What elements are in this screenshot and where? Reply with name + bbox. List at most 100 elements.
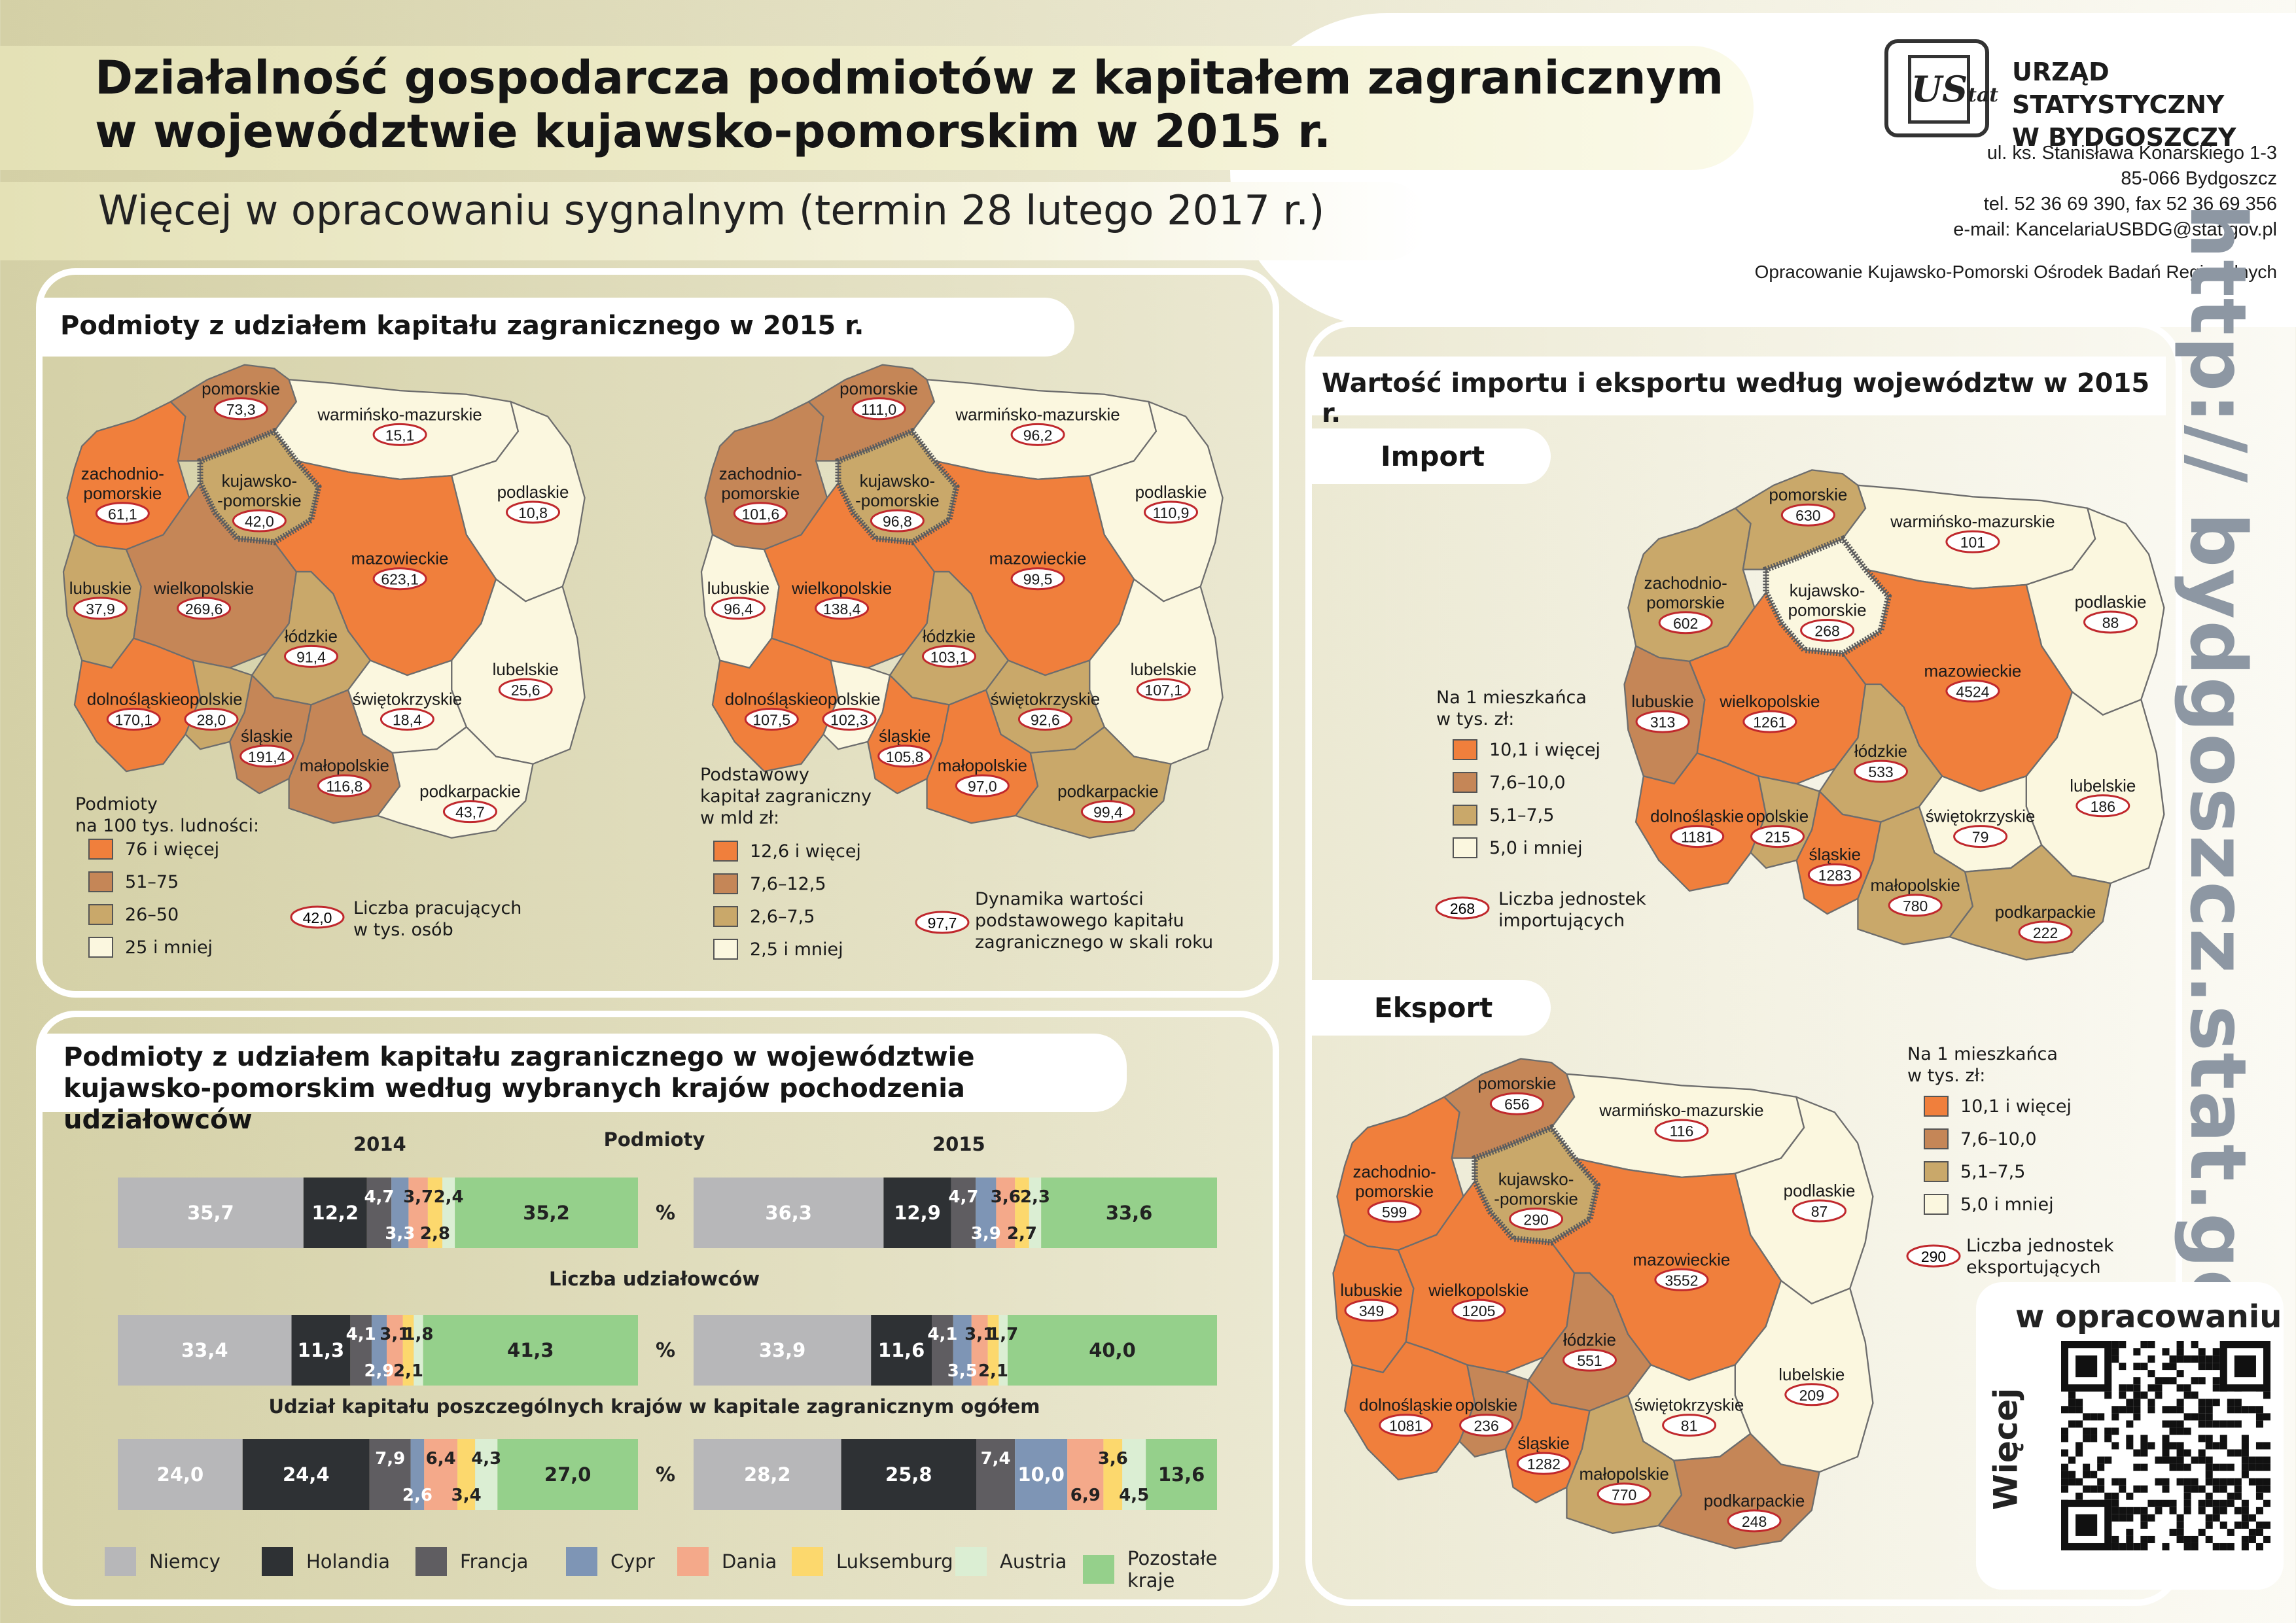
- bar-segment-pozostałe-kraje: [497, 1439, 638, 1510]
- qr-module: [2198, 1507, 2206, 1514]
- region-value: 269,6: [185, 601, 223, 618]
- bar-value-label: 4,7: [364, 1187, 394, 1207]
- region-name: podlaskie: [2075, 592, 2147, 612]
- region-value: 209: [1799, 1387, 1824, 1404]
- map1-label-lu: lubelskie 25,6: [493, 659, 559, 701]
- qr-module: [2212, 1420, 2220, 1428]
- qr-module: [2090, 1485, 2098, 1493]
- qr-module: [2104, 1456, 2112, 1464]
- region-value: 103,1: [930, 648, 968, 665]
- qr-code-icon[interactable]: [2061, 1341, 2270, 1550]
- qr-module: [2205, 1478, 2213, 1486]
- bar-value-label: 36,3: [765, 1202, 812, 1224]
- bar-value-label: 3,5: [947, 1361, 978, 1381]
- map2-label-sk: świętokrzyskie 92,6: [991, 689, 1100, 731]
- qr-module: [2198, 1456, 2206, 1464]
- qr-module: [2205, 1499, 2213, 1507]
- qr-module: [2255, 1463, 2263, 1471]
- map2-label-pm: pomorskie 111,0: [839, 379, 918, 421]
- qr-module: [2162, 1478, 2170, 1486]
- qr-module: [2263, 1535, 2270, 1543]
- region-value: 268: [1814, 622, 1839, 639]
- region-value: 92,6: [1031, 711, 1060, 728]
- region-value: 248: [1742, 1513, 1767, 1530]
- address-email[interactable]: e-mail: KancelariaUSBDG@stat.gov.pl: [1953, 219, 2277, 240]
- qr-module: [2140, 1514, 2148, 1522]
- qr-module: [2219, 1463, 2227, 1471]
- qr-module: [2162, 1377, 2170, 1385]
- qr-module: [2083, 1413, 2091, 1421]
- qr-module: [2241, 1449, 2249, 1457]
- qr-module: [2068, 1478, 2076, 1486]
- bar-value-label: 4,5: [1119, 1486, 1149, 1505]
- panel-countries-title-1: Podmioty z udziałem kapitału zagraniczne…: [63, 1042, 975, 1072]
- qr-module: [2090, 1413, 2098, 1421]
- bar-value-label: 33,4: [181, 1339, 228, 1361]
- qr-module: [2126, 1507, 2134, 1514]
- qr-module: [2133, 1413, 2141, 1421]
- qr-module: [2255, 1420, 2263, 1428]
- qr-module: [2147, 1499, 2155, 1507]
- value-ring: [1750, 825, 1805, 848]
- qr-module: [2255, 1528, 2263, 1536]
- bar-segment-dania: [971, 1315, 988, 1386]
- bar-segment-luksemburg: [402, 1315, 414, 1386]
- value-ring: [1784, 1383, 1839, 1406]
- page-title: Działalność gospodarcza podmiotów z kapi…: [95, 51, 1731, 158]
- qr-module: [2133, 1543, 2141, 1550]
- region-value: 42,0: [245, 513, 274, 530]
- bar-legend-swatch: [105, 1547, 136, 1576]
- region-value: 110,9: [1153, 504, 1190, 521]
- region-value: 599: [1382, 1204, 1407, 1221]
- qr-module: [2183, 1478, 2191, 1486]
- legend-ring-value: 290: [1921, 1248, 1946, 1265]
- qr-module: [2227, 1528, 2234, 1536]
- bar-value-label: 3,3: [385, 1224, 415, 1244]
- value-ring: [1010, 567, 1065, 591]
- website-url[interactable]: http:// bydgoszcz.stat.gov.pl: [2159, 203, 2277, 1484]
- region-name: świętokrzyskie: [1926, 807, 2036, 826]
- value-ring: [744, 707, 799, 731]
- legend-swatch: [1924, 1096, 1949, 1117]
- qr-module: [2255, 1478, 2263, 1486]
- bar-value-label: 28,2: [744, 1463, 791, 1486]
- qr-module: [2155, 1391, 2163, 1399]
- qr-module: [2162, 1456, 2170, 1464]
- map1-legend-item: 51–75: [88, 871, 179, 892]
- qr-module: [2162, 1406, 2170, 1414]
- export-label-pk: podkarpackie 248: [1704, 1491, 1805, 1533]
- region-value: 99,5: [1023, 571, 1053, 588]
- qr-module: [2119, 1478, 2127, 1486]
- qr-module: [2212, 1377, 2220, 1385]
- value-ring: [1662, 1414, 1717, 1437]
- qr-module: [2083, 1435, 2091, 1442]
- legend-label: 5,0 i mniej: [1489, 837, 1583, 858]
- qr-module: [2191, 1391, 2199, 1399]
- qr-module: [2219, 1442, 2227, 1450]
- region-name-2: -pomorskie: [1494, 1189, 1578, 1208]
- bar-value-label: 4,7: [948, 1187, 978, 1207]
- qr-module: [2255, 1406, 2263, 1414]
- qr-module: [2176, 1384, 2184, 1392]
- qr-module: [2133, 1384, 2141, 1392]
- region-name: podkarpackie: [1704, 1491, 1805, 1510]
- qr-side-caption-text: Więcej: [1987, 1387, 2025, 1510]
- bar-value-label: 33,6: [1106, 1202, 1153, 1224]
- map2-legend-item: 12,6 i więcej: [713, 841, 861, 862]
- qr-module: [2255, 1485, 2263, 1493]
- region-value: 15,1: [385, 427, 415, 444]
- qr-module: [2126, 1543, 2134, 1550]
- value-ring: [106, 707, 161, 731]
- bar-legend-swatch: [566, 1547, 597, 1576]
- qr-module: [2227, 1499, 2234, 1507]
- qr-module: [2205, 1456, 2213, 1464]
- export-ring-caption-2: eksportujących: [1966, 1257, 2101, 1278]
- export-label-kp: kujawsko--pomorskie 290: [1494, 1169, 1578, 1230]
- legend-label: 5,1–7,5: [1489, 805, 1555, 826]
- region-value: 656: [1504, 1096, 1529, 1113]
- legend-swatch: [88, 839, 113, 860]
- map2-label-ld: łódzkie 103,1: [922, 626, 976, 668]
- qr-module: [2111, 1348, 2119, 1356]
- bar-segment-luksemburg: [427, 1178, 443, 1248]
- map1-label-wm: warmińsko-mazurskie 15,1: [317, 404, 482, 446]
